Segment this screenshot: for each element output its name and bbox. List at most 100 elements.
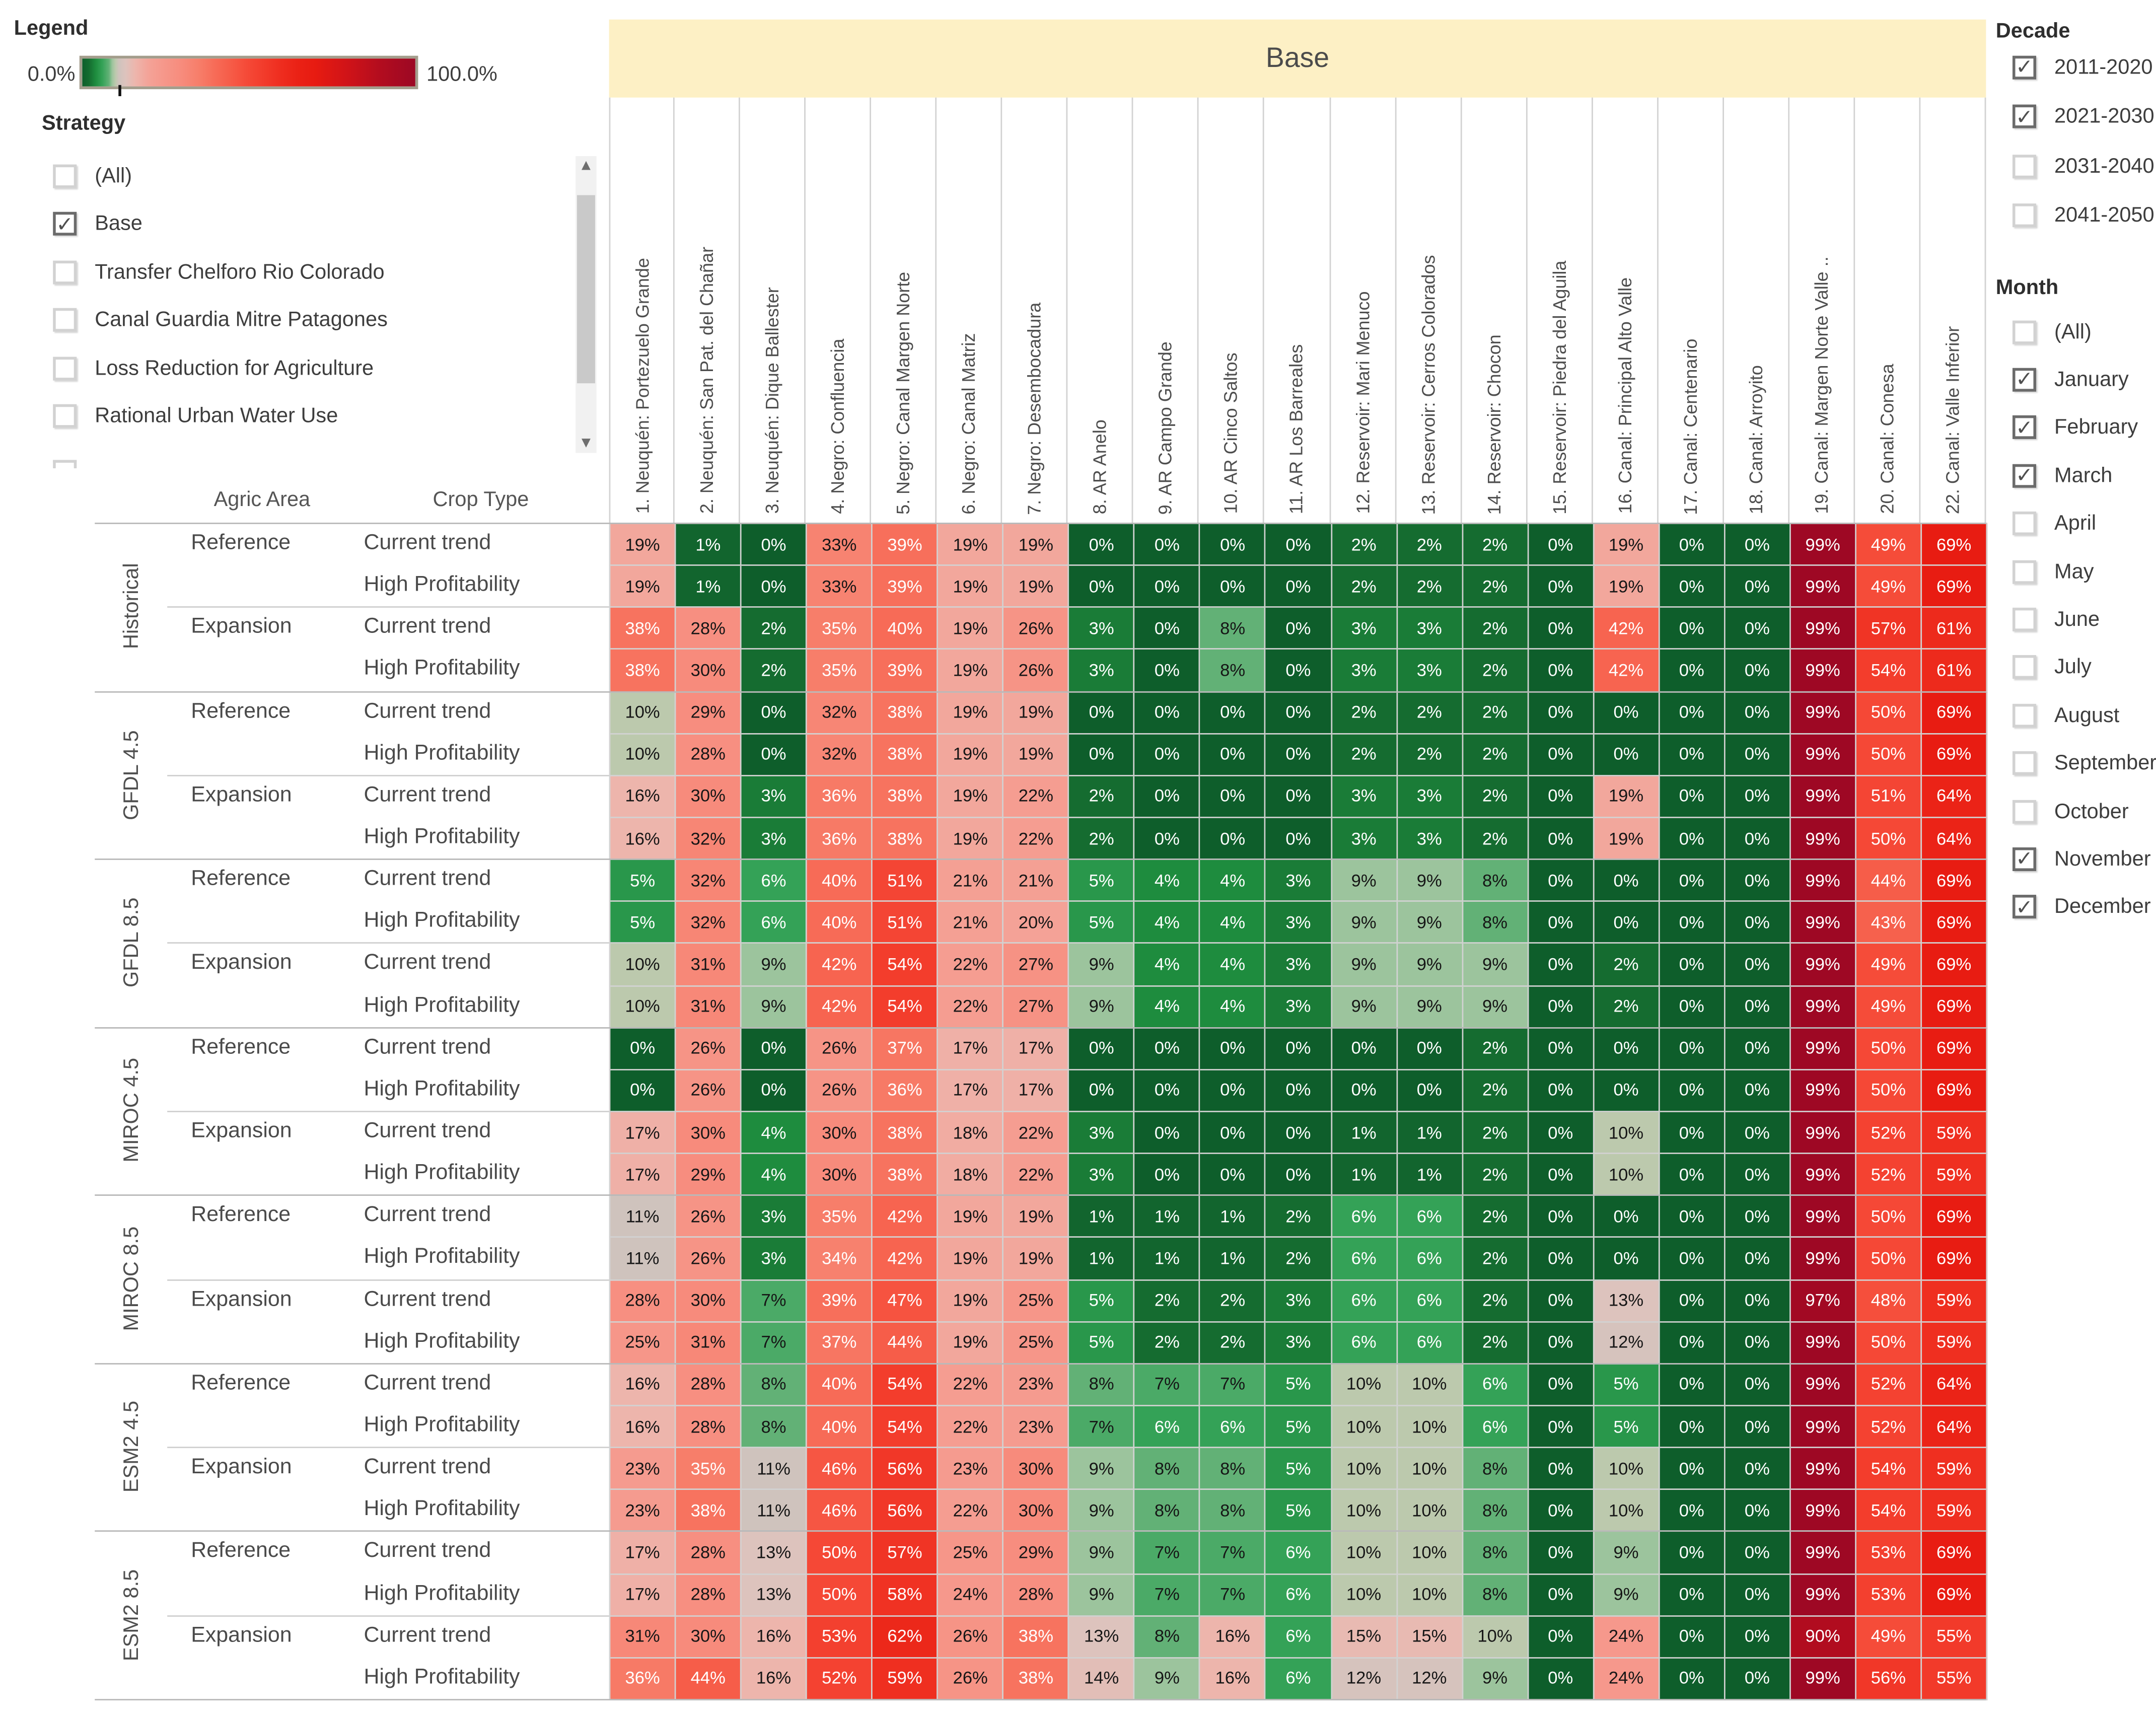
crop-type-label-high-profitability[interactable]: High Profitability bbox=[364, 1245, 520, 1269]
heatmap-cell[interactable]: 2% bbox=[1397, 692, 1463, 734]
month-option-january[interactable]: ✓ January bbox=[2012, 366, 2129, 393]
agric-area-label-reference[interactable]: Reference bbox=[191, 531, 291, 555]
heatmap-cell[interactable]: 19% bbox=[938, 818, 1004, 861]
heatmap-cell[interactable]: 51% bbox=[873, 860, 939, 902]
heatmap-cell[interactable]: 19% bbox=[938, 692, 1004, 734]
heatmap-cell[interactable]: 26% bbox=[807, 1028, 873, 1070]
heatmap-cell[interactable]: 54% bbox=[873, 1364, 939, 1406]
column-header-6-negro-canal-matriz[interactable]: 6. Negro: Canal Matriz bbox=[937, 97, 1002, 523]
heatmap-cell[interactable]: 23% bbox=[1003, 1364, 1069, 1406]
decade-option-2041-2050[interactable]: 2041-2050 bbox=[2012, 201, 2154, 229]
heatmap-cell[interactable]: 32% bbox=[807, 734, 873, 776]
heatmap-cell[interactable]: 4% bbox=[1200, 944, 1266, 986]
heatmap-cell[interactable]: 10% bbox=[1397, 1448, 1463, 1490]
heatmap-cell[interactable]: 22% bbox=[1003, 776, 1069, 818]
heatmap-cell[interactable]: 57% bbox=[873, 1532, 939, 1575]
heatmap-cell[interactable]: 5% bbox=[610, 860, 676, 902]
heatmap-cell[interactable]: 4% bbox=[1200, 902, 1266, 945]
heatmap-cell[interactable]: 99% bbox=[1790, 650, 1856, 692]
heatmap-cell[interactable]: 5% bbox=[1069, 860, 1135, 902]
heatmap-cell[interactable]: 30% bbox=[676, 650, 742, 692]
unchecked-checkbox-icon[interactable] bbox=[2012, 655, 2037, 679]
heatmap-cell[interactable]: 24% bbox=[938, 1574, 1004, 1617]
heatmap-cell[interactable]: 0% bbox=[1725, 692, 1791, 734]
agric-area-label-reference[interactable]: Reference bbox=[191, 867, 291, 891]
heatmap-cell[interactable]: 54% bbox=[1856, 1448, 1922, 1490]
heatmap-cell[interactable]: 26% bbox=[1003, 608, 1069, 651]
heatmap-cell[interactable]: 2% bbox=[1331, 692, 1398, 734]
heatmap-cell[interactable]: 0% bbox=[1135, 818, 1201, 861]
column-header-12-reservoir-mari-menuco[interactable]: 12. Reservoir: Mari Menuco bbox=[1330, 97, 1396, 523]
strategy-option-all[interactable]: (All) bbox=[53, 162, 132, 189]
heatmap-cell[interactable]: 54% bbox=[1856, 1490, 1922, 1533]
heatmap-cell[interactable]: 0% bbox=[1725, 818, 1791, 861]
crop-type-label-high-profitability[interactable]: High Profitability bbox=[364, 909, 520, 933]
heatmap-cell[interactable]: 5% bbox=[1069, 1280, 1135, 1323]
heatmap-cell[interactable]: 0% bbox=[1331, 1070, 1398, 1112]
checked-checkbox-icon[interactable]: ✓ bbox=[2012, 463, 2037, 488]
heatmap-cell[interactable]: 0% bbox=[1528, 986, 1594, 1028]
heatmap-cell[interactable]: 2% bbox=[1463, 650, 1529, 692]
heatmap-cell[interactable]: 26% bbox=[938, 1658, 1004, 1700]
heatmap-cell[interactable]: 0% bbox=[1200, 1070, 1266, 1112]
heatmap-cell[interactable]: 28% bbox=[676, 1364, 742, 1406]
heatmap-cell[interactable]: 0% bbox=[1725, 1112, 1791, 1155]
heatmap-cell[interactable]: 2% bbox=[741, 650, 808, 692]
heatmap-cell[interactable]: 40% bbox=[807, 1364, 873, 1406]
heatmap-cell[interactable]: 0% bbox=[1135, 776, 1201, 818]
heatmap-cell[interactable]: 13% bbox=[741, 1574, 808, 1617]
crop-type-label-current-trend[interactable]: Current trend bbox=[364, 1371, 491, 1395]
agric-area-label-reference[interactable]: Reference bbox=[191, 1539, 291, 1563]
heatmap-cell[interactable]: 2% bbox=[1463, 1280, 1529, 1323]
heatmap-cell[interactable]: 0% bbox=[1200, 1028, 1266, 1070]
heatmap-cell[interactable]: 0% bbox=[1659, 692, 1726, 734]
heatmap-cell[interactable]: 11% bbox=[741, 1490, 808, 1533]
heatmap-cell[interactable]: 9% bbox=[1463, 1658, 1529, 1700]
heatmap-cell[interactable]: 5% bbox=[1266, 1490, 1332, 1533]
crop-type-label-high-profitability[interactable]: High Profitability bbox=[364, 1329, 520, 1353]
month-option-october[interactable]: October bbox=[2012, 797, 2129, 825]
heatmap-cell[interactable]: 0% bbox=[741, 692, 808, 734]
heatmap-cell[interactable]: 28% bbox=[676, 1574, 742, 1617]
heatmap-cell[interactable]: 8% bbox=[1200, 1448, 1266, 1490]
heatmap-cell[interactable]: 0% bbox=[1725, 1196, 1791, 1239]
heatmap-cell[interactable]: 40% bbox=[873, 608, 939, 651]
heatmap-cell[interactable]: 50% bbox=[1856, 692, 1922, 734]
heatmap-cell[interactable]: 6% bbox=[1397, 1280, 1463, 1323]
heatmap-cell[interactable]: 21% bbox=[938, 902, 1004, 945]
heatmap-cell[interactable]: 0% bbox=[1528, 1574, 1594, 1617]
heatmap-cell[interactable]: 5% bbox=[1266, 1364, 1332, 1406]
heatmap-cell[interactable]: 3% bbox=[1266, 860, 1332, 902]
heatmap-cell[interactable]: 0% bbox=[1528, 1028, 1594, 1070]
crop-type-label-high-profitability[interactable]: High Profitability bbox=[364, 657, 520, 681]
heatmap-cell[interactable]: 69% bbox=[1921, 1532, 1988, 1575]
heatmap-cell[interactable]: 56% bbox=[1856, 1658, 1922, 1700]
heatmap-cell[interactable]: 0% bbox=[1528, 818, 1594, 861]
heatmap-cell[interactable]: 2% bbox=[1463, 818, 1529, 861]
heatmap-cell[interactable]: 27% bbox=[1003, 986, 1069, 1028]
heatmap-cell[interactable]: 9% bbox=[1331, 944, 1398, 986]
heatmap-cell[interactable]: 69% bbox=[1921, 566, 1988, 608]
heatmap-cell[interactable]: 59% bbox=[1921, 1322, 1988, 1365]
heatmap-cell[interactable]: 1% bbox=[1135, 1196, 1201, 1239]
heatmap-cell[interactable]: 25% bbox=[1003, 1280, 1069, 1323]
month-option-june[interactable]: June bbox=[2012, 605, 2100, 633]
heatmap-cell[interactable]: 0% bbox=[1528, 860, 1594, 902]
heatmap-cell[interactable]: 0% bbox=[1528, 608, 1594, 651]
heatmap-cell[interactable]: 0% bbox=[1135, 650, 1201, 692]
heatmap-cell[interactable]: 8% bbox=[1135, 1448, 1201, 1490]
heatmap-cell[interactable]: 25% bbox=[610, 1322, 676, 1365]
heatmap-cell[interactable]: 99% bbox=[1790, 776, 1856, 818]
heatmap-cell[interactable]: 0% bbox=[1725, 1028, 1791, 1070]
checked-checkbox-icon[interactable]: ✓ bbox=[2012, 895, 2037, 919]
heatmap-cell[interactable]: 0% bbox=[1528, 1406, 1594, 1449]
heatmap-cell[interactable]: 25% bbox=[1003, 1322, 1069, 1365]
heatmap-cell[interactable]: 10% bbox=[1397, 1364, 1463, 1406]
heatmap-cell[interactable]: 28% bbox=[676, 608, 742, 651]
heatmap-cell[interactable]: 0% bbox=[1200, 524, 1266, 566]
heatmap-cell[interactable]: 0% bbox=[1200, 692, 1266, 734]
unchecked-checkbox-icon[interactable] bbox=[53, 164, 77, 188]
heatmap-cell[interactable]: 3% bbox=[1266, 944, 1332, 986]
heatmap-cell[interactable]: 19% bbox=[610, 524, 676, 566]
heatmap-cell[interactable]: 2% bbox=[1397, 524, 1463, 566]
